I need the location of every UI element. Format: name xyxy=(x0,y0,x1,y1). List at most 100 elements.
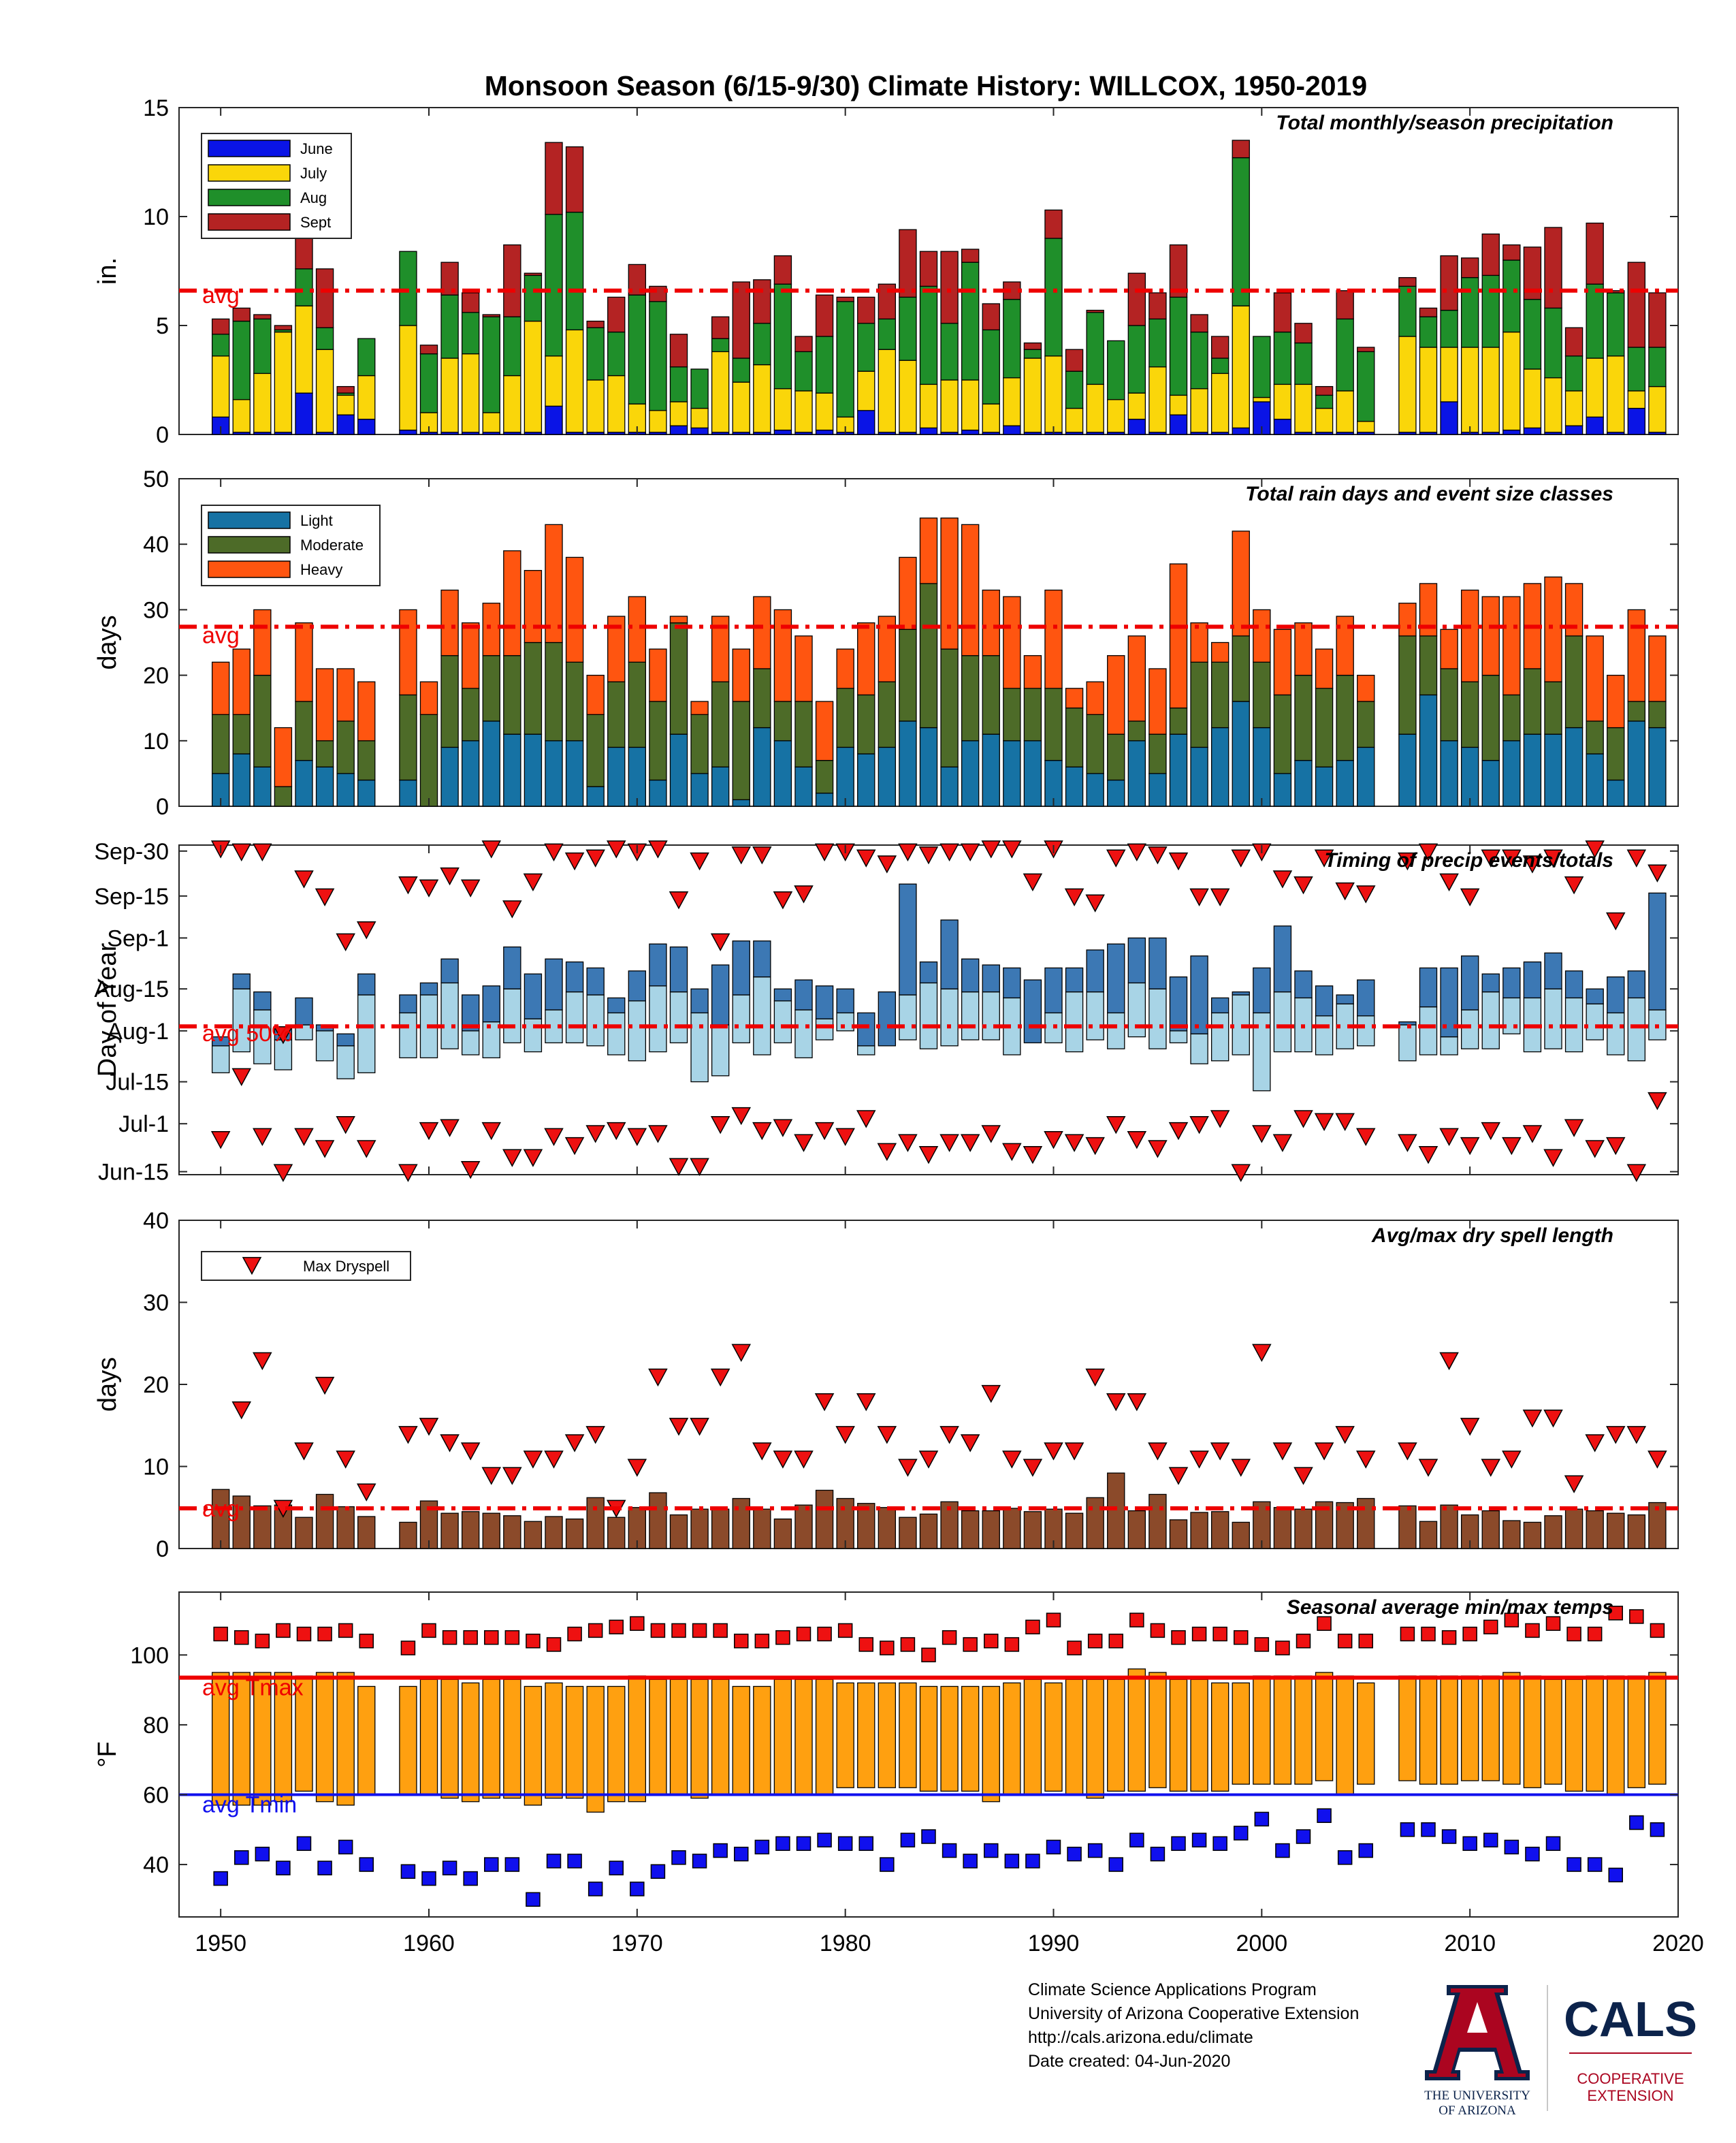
timing-subtitle: Timing of precip events/totals xyxy=(1324,849,1613,872)
precip-bar-june xyxy=(1003,425,1021,435)
dryspell-max-marker xyxy=(419,1418,439,1436)
raindays-bar-light xyxy=(440,746,459,807)
temps-max-marker xyxy=(942,1630,957,1645)
timing-bar-late-half xyxy=(753,940,771,978)
precip-bar-july xyxy=(773,388,792,431)
raindays-bar-heavy xyxy=(503,550,521,656)
temps-range-bar xyxy=(1648,1672,1667,1785)
raindays-bar-heavy xyxy=(1544,576,1562,682)
raindays-bar-moderate xyxy=(982,655,1000,735)
precip-bar-july xyxy=(545,355,563,407)
precip-bar-july xyxy=(461,353,480,433)
precip-bar-aug xyxy=(690,368,709,409)
dryspell-avg-bar xyxy=(1065,1512,1084,1549)
timing-bar-late-half xyxy=(545,958,563,1011)
temps-max-marker xyxy=(1108,1634,1123,1649)
timing-bar-late-half xyxy=(419,982,438,996)
timing-bar-late-half xyxy=(773,988,792,1002)
raindays-bar-light xyxy=(669,733,688,807)
timing-bar-early-half xyxy=(1190,1033,1208,1064)
temps-max-marker xyxy=(359,1634,374,1649)
temps-min-marker xyxy=(1296,1829,1311,1844)
raindays-bar-light xyxy=(1481,760,1500,807)
precip-bar-july xyxy=(1127,392,1146,420)
temps-max-marker xyxy=(255,1634,270,1649)
raindays-bar-light xyxy=(940,766,959,807)
university-of-arizona-logo: THE UNIVERSITY OF ARIZONA xyxy=(1424,1985,1530,2118)
temps-max-marker xyxy=(1254,1637,1270,1652)
timing-start-marker xyxy=(1543,1149,1563,1167)
timing-bar-late-half xyxy=(1315,985,1334,1017)
temps-range-bar xyxy=(315,1672,334,1803)
timing-bar-early-half xyxy=(773,1000,792,1044)
raindays-bar-heavy xyxy=(836,648,854,689)
timing-end-marker xyxy=(1522,855,1543,874)
timing-bar-early-half xyxy=(857,1045,875,1055)
raindays-bar-heavy xyxy=(211,661,230,715)
dryspell-avg-bar xyxy=(211,1489,230,1549)
dryspell-max-marker xyxy=(981,1384,1001,1403)
temps-max-marker xyxy=(1191,1626,1207,1642)
temps-min-marker xyxy=(1337,1850,1353,1865)
raindays-bar-light xyxy=(649,779,667,807)
precip-bar-aug xyxy=(628,294,647,404)
timing-bar-early-half xyxy=(1210,1012,1229,1062)
precip-bar-july xyxy=(1586,358,1604,418)
temps-min-marker xyxy=(546,1854,562,1869)
timing-start-marker xyxy=(273,1164,293,1182)
raindays-bar-heavy xyxy=(1253,609,1271,663)
footer-url[interactable]: http://cals.arizona.edu/climate xyxy=(1028,2028,1253,2047)
precip-bar-sept xyxy=(1065,349,1084,372)
temps-tick-label: 100 xyxy=(130,1642,169,1668)
timing-end-marker xyxy=(1168,852,1189,871)
timing-bar-late-half xyxy=(899,883,917,996)
timing-start-marker xyxy=(648,1125,668,1143)
temps-max-marker xyxy=(504,1630,520,1645)
precip-bar-aug xyxy=(419,353,438,413)
dryspell-max-marker xyxy=(1460,1418,1480,1436)
dryspell-max-marker xyxy=(1064,1442,1084,1461)
timing-bar-late-half xyxy=(503,946,521,989)
dryspell-max-marker xyxy=(1293,1467,1313,1485)
timing-start-marker xyxy=(1481,1122,1501,1141)
temps-range-bar xyxy=(419,1679,438,1796)
precip-bar-aug xyxy=(461,312,480,355)
dryspell-max-marker xyxy=(835,1426,855,1444)
precip-bar-sept xyxy=(919,251,938,287)
timing-start-marker xyxy=(981,1125,1001,1143)
dryspell-avg-label: avg xyxy=(202,1496,240,1522)
temps-range-bar xyxy=(815,1679,834,1796)
precip-bar-july xyxy=(815,392,834,431)
precip-bar-aug xyxy=(586,327,605,381)
dryspell-avg-bar xyxy=(857,1503,875,1549)
raindays-tick-label: 50 xyxy=(143,466,169,492)
raindays-bar-light xyxy=(1232,701,1250,807)
legend-label-june: June xyxy=(300,140,333,157)
timing-bar-early-half xyxy=(211,1045,230,1074)
temps-range-bar xyxy=(982,1685,1000,1803)
temps-min-marker xyxy=(1004,1854,1020,1869)
raindays-bar-heavy xyxy=(1044,589,1063,689)
temps-max-marker xyxy=(1171,1630,1186,1645)
temps-min-marker xyxy=(1400,1822,1415,1837)
timing-end-marker xyxy=(1647,864,1667,883)
raindays-bar-moderate xyxy=(1086,714,1104,774)
dryspell-avg-bar xyxy=(440,1512,459,1549)
raindays-bar-heavy xyxy=(1107,655,1125,735)
timing-end-marker xyxy=(939,843,959,862)
timing-bar-late-half xyxy=(649,943,667,987)
timing-start-marker xyxy=(710,1116,730,1134)
dryspell-avg-bar xyxy=(295,1517,313,1549)
timing-avg-label: avg 50% xyxy=(202,1021,292,1047)
precip-bar-sept xyxy=(1544,227,1562,309)
temps-max-marker xyxy=(1441,1630,1457,1645)
precip-bar-june xyxy=(545,405,563,435)
timing-bar-late-half xyxy=(794,979,813,1011)
temps-min-marker xyxy=(984,1843,999,1858)
dryspell-max-marker xyxy=(669,1418,689,1436)
temps-max-marker xyxy=(276,1623,291,1638)
precip-bar-july xyxy=(1357,421,1375,433)
temps-min-marker xyxy=(1608,1867,1623,1883)
timing-bar-early-half xyxy=(357,994,376,1074)
temps-range-bar xyxy=(690,1679,709,1799)
